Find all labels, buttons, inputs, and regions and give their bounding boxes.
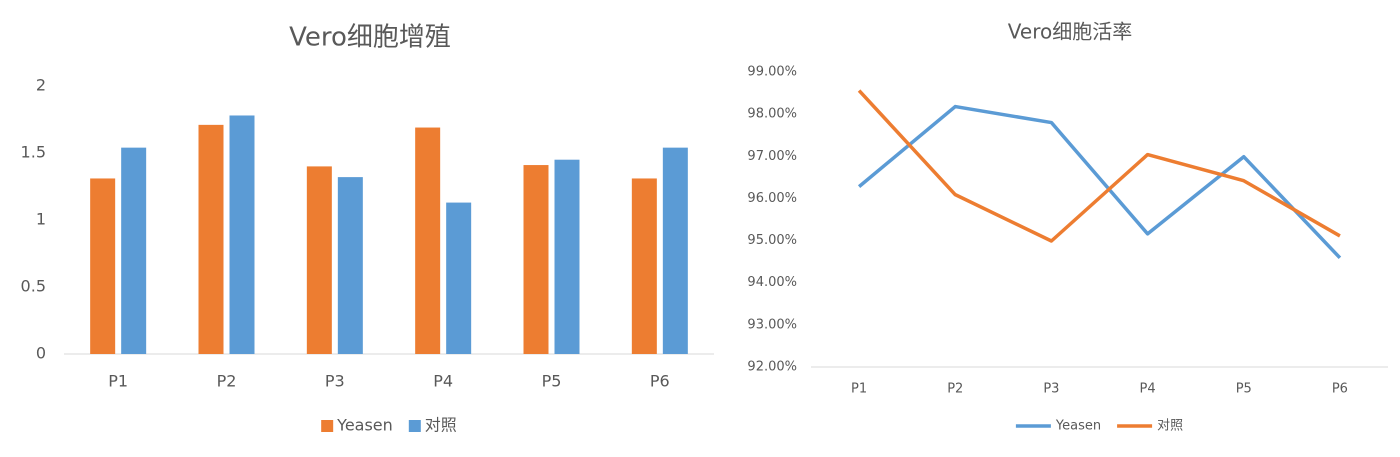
x-tick-label: P4 — [433, 372, 453, 391]
line-series — [857, 104, 1342, 260]
bar — [306, 166, 332, 354]
chart-title: Vero细胞活率 — [1008, 20, 1132, 44]
bar — [415, 127, 441, 354]
bar — [554, 159, 580, 354]
x-tick-label: P2 — [947, 382, 963, 397]
bar — [337, 177, 363, 354]
x-tick-label: P3 — [325, 372, 345, 391]
y-tick-label: 92.00% — [747, 360, 797, 375]
legend-swatch — [408, 420, 421, 432]
x-tick-label: P6 — [1332, 382, 1348, 397]
legend-label: Yeasen — [336, 416, 393, 435]
bar — [121, 147, 147, 354]
line-series — [857, 89, 1341, 243]
x-tick-label: P5 — [542, 372, 562, 391]
y-tick-label: 98.00% — [747, 107, 797, 122]
y-tick-label: 2 — [36, 76, 46, 95]
y-tick-label: 95.00% — [747, 233, 797, 248]
legend-label: Yeasen — [1055, 419, 1101, 434]
y-tick-label: 0 — [36, 344, 46, 363]
legend-label: 对照 — [425, 416, 457, 435]
chart-title: Vero细胞增殖 — [289, 23, 451, 53]
y-tick-label: 1.5 — [21, 143, 46, 162]
bar — [446, 202, 472, 354]
y-tick-label: 93.00% — [747, 317, 797, 332]
y-tick-label: 94.00% — [747, 275, 797, 290]
x-tick-label: P2 — [217, 372, 237, 391]
bar — [229, 115, 255, 354]
x-tick-label: P1 — [851, 382, 867, 397]
bar — [631, 178, 657, 354]
bar — [523, 165, 549, 354]
x-tick-label: P1 — [108, 372, 128, 391]
x-tick-label: P4 — [1140, 382, 1156, 397]
y-tick-label: 99.00% — [747, 65, 797, 80]
y-tick-label: 97.00% — [747, 149, 797, 164]
y-tick-label: 96.00% — [747, 191, 797, 206]
bar — [198, 124, 224, 354]
x-tick-label: P3 — [1043, 382, 1059, 397]
y-tick-label: 0.5 — [21, 277, 46, 296]
y-tick-label: 1 — [36, 210, 46, 229]
legend-label: 对照 — [1157, 419, 1183, 434]
x-tick-label: P6 — [650, 372, 670, 391]
bar — [662, 147, 688, 354]
legend-swatch — [321, 420, 334, 432]
x-tick-label: P5 — [1236, 382, 1252, 397]
bar — [90, 178, 116, 354]
